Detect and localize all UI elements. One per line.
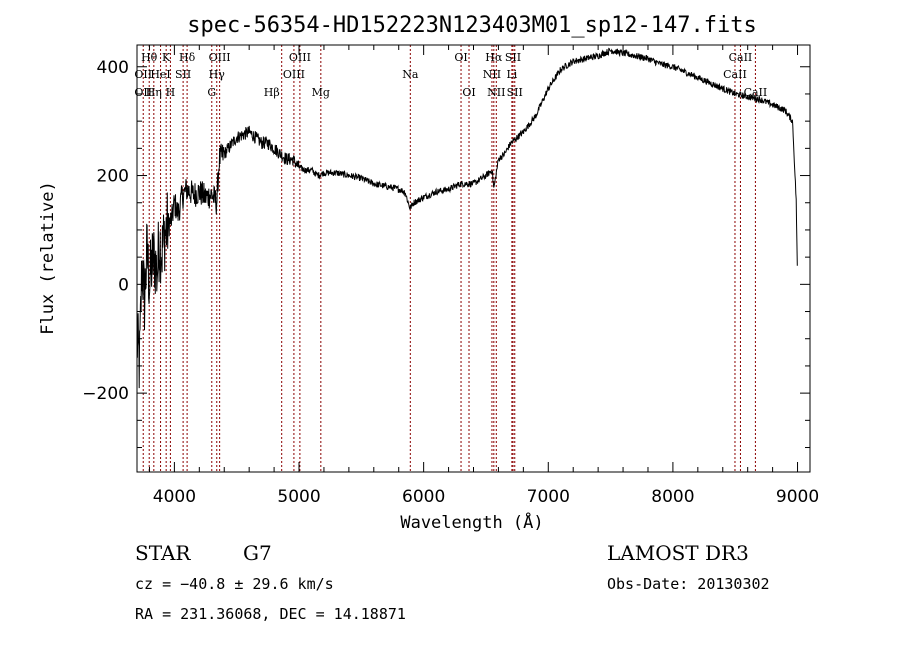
spectral-line-label: OII — [134, 86, 152, 99]
y-axis-label: Flux (relative) — [38, 181, 58, 335]
spectral-line-label: SII — [507, 86, 523, 99]
spectral-line-label: OI — [454, 51, 467, 64]
y-tick-label: 400 — [97, 58, 129, 78]
spectral-line-label: NII — [487, 86, 505, 99]
spectral-line-label: CaII — [729, 51, 753, 64]
x-axis-label: Wavelength (Å) — [400, 511, 543, 533]
spectral-line-label: CaII — [723, 68, 747, 81]
spectral-line-label: Mg — [312, 86, 330, 99]
x-tick-label: 9000 — [776, 487, 819, 507]
x-tick-label: 8000 — [651, 487, 694, 507]
survey-name: LAMOST DR3 — [607, 541, 749, 565]
spectral-line-label: OIII — [289, 51, 311, 64]
spectral-line-label: OIII — [283, 68, 305, 81]
spectral-line-label: OI — [462, 86, 475, 99]
redshift-cz: cz = −40.8 ± 29.6 km/s — [135, 575, 334, 593]
y-tick-label: 200 — [97, 167, 129, 187]
spectral-line-label: Na — [402, 68, 419, 81]
spectral-line-label: Hδ — [179, 51, 196, 64]
spectral-line-label: SII — [175, 68, 191, 81]
spectral-line-label: OII — [134, 68, 152, 81]
x-tick-label: 5000 — [277, 487, 320, 507]
spectral-line-label: G — [207, 86, 216, 99]
spectral-line-label: Hγ — [209, 68, 226, 81]
x-tick-label: 4000 — [153, 487, 196, 507]
spectral-line-label: Hθ — [141, 51, 158, 64]
object-subclass: G7 — [243, 541, 272, 565]
y-axis-ticks: −200 0 200 400 — [82, 58, 810, 449]
x-tick-label: 6000 — [402, 487, 445, 507]
spectrum-line — [137, 47, 798, 389]
y-tick-label: −200 — [82, 384, 129, 404]
spectral-line-label: K — [162, 51, 171, 64]
spectral-lines-layer — [142, 45, 756, 472]
y-tick-label: 0 — [118, 275, 129, 295]
spectral-line-label: Hη — [146, 86, 162, 99]
x-axis-ticks: 4000 5000 6000 7000 8000 9000 — [148, 45, 819, 507]
x-tick-label: 7000 — [527, 487, 570, 507]
spectral-line-label: HeI — [150, 68, 170, 81]
spectral-line-labels-layer: OIIOIIHθHηHeIKHSIIHδGHγOIIIHβOIIIOIIIMgN… — [134, 51, 767, 99]
observation-date: Obs-Date: 20130302 — [607, 575, 770, 593]
spectral-line-label: Hα — [485, 51, 503, 64]
chart-title: spec-56354-HD152223N123403M01_sp12-147.f… — [187, 13, 757, 38]
spectral-line-label: Li — [506, 68, 517, 81]
object-type: STAR — [135, 541, 191, 565]
spectral-line-label: OIII — [209, 51, 231, 64]
coordinates: RA = 231.36068, DEC = 14.18871 — [135, 605, 406, 623]
plot-frame — [136, 44, 811, 473]
spectral-line-label: Hβ — [264, 86, 280, 99]
spectral-line-label: SII — [505, 51, 521, 64]
spectral-line-label: H — [166, 86, 176, 99]
spectral-line-label: NII — [483, 68, 501, 81]
